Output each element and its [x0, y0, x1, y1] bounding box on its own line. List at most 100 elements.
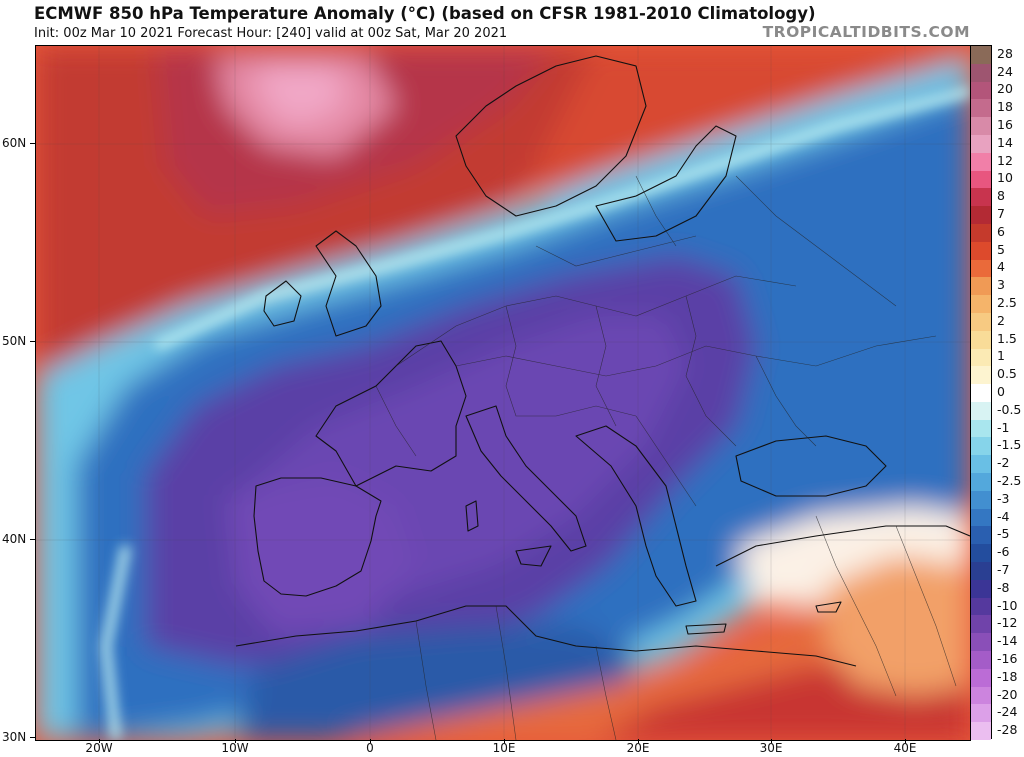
colorbar-label: -3: [997, 490, 1010, 506]
colorbar-label: 28: [997, 45, 1013, 61]
front-zone-south: [100, 545, 131, 740]
colorbar-label: -12: [997, 615, 1018, 631]
colorbar-swatch: [971, 223, 991, 243]
lon-tick: [235, 739, 236, 743]
colorbar-label: 1.5: [997, 330, 1017, 346]
chart-title: ECMWF 850 hPa Temperature Anomaly (°C) (…: [34, 4, 816, 23]
colorbar-label: 8: [997, 188, 1005, 204]
colorbar-label: -0.5: [997, 401, 1022, 417]
colorbar-swatch: [971, 81, 991, 100]
coast-blacksea: [735, 435, 887, 497]
lon-tick: [370, 739, 371, 743]
colorbar-swatch: [971, 401, 991, 421]
colorbar-label: -4: [997, 508, 1010, 524]
colorbar-swatch: [971, 526, 991, 545]
colorbar-swatch: [971, 562, 991, 581]
colorbar-label: 10: [997, 170, 1013, 186]
colorbar: [970, 45, 992, 741]
colorbar-swatch: [971, 544, 991, 563]
colorbar-swatch: [971, 206, 991, 225]
chart-subtitle: Init: 00z Mar 10 2021 Forecast Hour: [24…: [34, 26, 508, 41]
lon-tick: [99, 739, 100, 743]
lat-tick: [30, 737, 35, 738]
colorbar-swatch: [971, 597, 991, 616]
colorbar-label: -8: [997, 579, 1010, 595]
colorbar-swatch: [971, 722, 991, 741]
lon-label-40e: 40E: [893, 741, 917, 755]
colorbar-label: -1: [997, 419, 1010, 435]
colorbar-swatch: [971, 366, 991, 385]
lat-label-60n: 60N: [2, 136, 27, 150]
colorbar-label: -5: [997, 526, 1010, 542]
lon-tick: [638, 739, 639, 743]
colorbar-swatch: [971, 508, 991, 527]
colorbar-label: -1.5: [997, 437, 1022, 453]
colorbar-label: -2.5: [997, 472, 1022, 488]
colorbar-swatch: [971, 384, 991, 403]
lon-label-10w: 10W: [221, 741, 249, 755]
coast-cyprus: [815, 601, 842, 613]
lat-label-50n: 50N: [2, 334, 27, 348]
colorbar-label: 2: [997, 312, 1005, 328]
colorbar-swatch: [971, 651, 991, 670]
lon-label-10e: 10E: [492, 741, 516, 755]
anomaly-levant-warm: [826, 556, 970, 696]
colorbar-swatch: [971, 704, 991, 723]
coast-france: [315, 340, 467, 487]
colorbar-swatch: [971, 117, 991, 136]
colorbar-label: -20: [997, 686, 1018, 702]
coast-crete: [685, 623, 727, 635]
site-credit: TROPICALTIDBITS.COM: [762, 23, 970, 41]
colorbar-swatch: [971, 668, 991, 688]
map-panel: [35, 45, 971, 741]
colorbar-label: -18: [997, 668, 1018, 684]
coast-sardinia: [465, 500, 479, 532]
colorbar-label: 3: [997, 277, 1005, 293]
colorbar-swatch: [971, 473, 991, 492]
colorbar-swatch: [971, 295, 991, 314]
coast-scandinavia: [455, 55, 647, 217]
lon-tick: [771, 739, 772, 743]
colorbar-label: -24: [997, 704, 1018, 720]
colorbar-swatch: [971, 330, 991, 349]
colorbar-swatch: [971, 686, 991, 705]
colorbar-swatch: [971, 579, 991, 599]
lon-label-20e: 20E: [626, 741, 650, 755]
lat-label-30n: 30N: [2, 730, 27, 744]
colorbar-swatch: [971, 259, 991, 278]
coast-iberia: [253, 477, 382, 597]
colorbar-swatch: [971, 99, 991, 118]
colorbar-swatch: [971, 633, 991, 652]
colorbar-label: 20: [997, 81, 1013, 97]
coast-britain: [315, 230, 382, 337]
colorbar-label: -28: [997, 722, 1018, 738]
colorbar-label: 14: [997, 134, 1013, 150]
coast-ireland: [263, 280, 302, 327]
colorbar-swatch: [971, 134, 991, 154]
colorbar-label: 7: [997, 206, 1005, 222]
colorbar-label: 2.5: [997, 295, 1017, 311]
coast-sicily: [515, 545, 552, 567]
colorbar-swatch: [971, 348, 991, 367]
colorbar-label: -7: [997, 561, 1010, 577]
colorbar-label: -6: [997, 544, 1010, 560]
front-zone-north: [153, 86, 970, 351]
temperature-anomaly-map: [36, 46, 970, 740]
colorbar-label: 6: [997, 223, 1005, 239]
lon-label-30e: 30E: [759, 741, 783, 755]
colorbar-label: 4: [997, 259, 1005, 275]
colorbar-swatch: [971, 455, 991, 474]
colorbar-swatch: [971, 170, 991, 189]
lon-label-20w: 20W: [85, 741, 113, 755]
colorbar-swatch: [971, 188, 991, 207]
colorbar-label: 0: [997, 384, 1005, 399]
anomaly-pink-center: [256, 66, 346, 126]
colorbar-swatch: [971, 277, 991, 296]
colorbar-swatch: [971, 615, 991, 634]
lon-tick: [504, 739, 505, 743]
colorbar-label: 0.5: [997, 366, 1017, 382]
coast-baltic: [595, 125, 737, 242]
colorbar-swatch: [971, 312, 991, 332]
colorbar-swatch: [971, 490, 991, 510]
colorbar-label: -14: [997, 633, 1018, 649]
